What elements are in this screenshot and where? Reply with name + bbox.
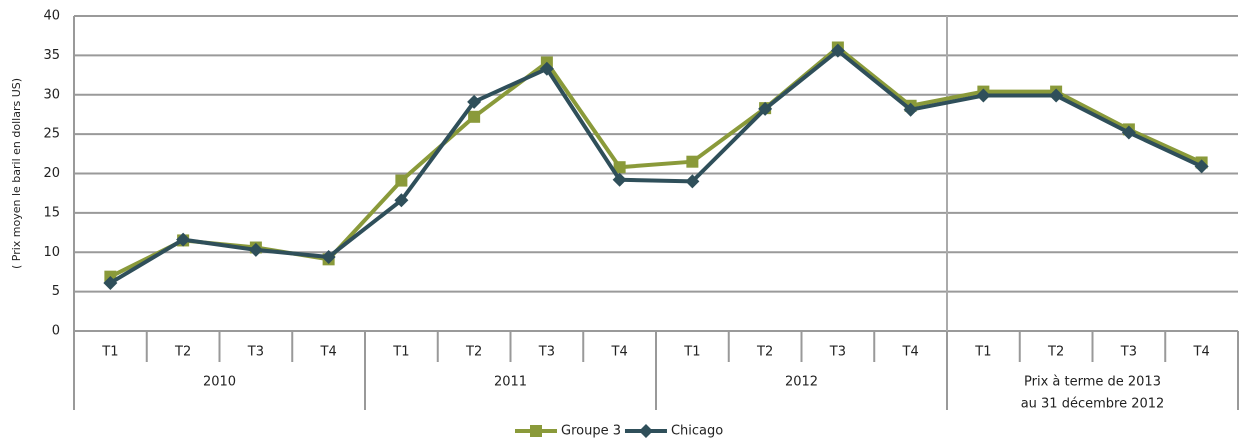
x-tick-label: T4: [611, 345, 628, 360]
x-tick-label: T3: [829, 345, 846, 360]
y-tick-label: 5: [52, 284, 60, 299]
series-line: [109, 48, 1203, 285]
y-axis-label: ( Prix moyen le baril en dollars US): [10, 78, 23, 269]
marker: [1194, 159, 1209, 174]
marker: [321, 249, 336, 264]
x-tick-label: T2: [756, 345, 773, 360]
legend-label: Chicago: [671, 424, 723, 439]
y-tick-label: 20: [43, 166, 60, 181]
marker: [1121, 125, 1136, 140]
x-tick-label: T3: [247, 345, 264, 360]
marker: [903, 102, 918, 117]
x-tick-label: T1: [683, 345, 700, 360]
marker: [467, 94, 482, 109]
marker: [1049, 88, 1064, 103]
x-tick-label: T2: [174, 345, 191, 360]
marker: [539, 61, 554, 76]
marker: [103, 275, 118, 290]
marker: [638, 424, 653, 438]
group-label: 2010: [203, 375, 236, 390]
marker: [176, 232, 191, 247]
marker: [530, 425, 542, 437]
marker: [758, 101, 773, 116]
x-tick-label: T3: [1120, 345, 1137, 360]
x-tick-label: T2: [465, 345, 482, 360]
group-label: Prix à terme de 2013: [1024, 375, 1161, 390]
y-tick-label: 10: [43, 245, 60, 260]
x-tick-label: T3: [538, 345, 555, 360]
y-tick-label: 40: [43, 9, 60, 24]
marker: [686, 155, 699, 168]
marker: [685, 174, 700, 189]
legend-label: Groupe 3: [561, 424, 621, 439]
y-tick-label: 25: [43, 127, 60, 142]
group-label: 2011: [494, 375, 527, 390]
group-label: au 31 décembre 2012: [1021, 397, 1165, 412]
series-line: [109, 45, 1203, 279]
x-tick-label: T1: [974, 345, 991, 360]
x-tick-label: T4: [320, 345, 337, 360]
x-tick-label: T2: [1047, 345, 1064, 360]
marker: [468, 110, 481, 123]
y-tick-label: 35: [43, 48, 60, 63]
y-tick-label: 30: [43, 87, 60, 102]
marker: [612, 172, 627, 187]
group-label: 2012: [785, 375, 818, 390]
marker: [613, 161, 626, 174]
marker: [248, 242, 263, 257]
x-tick-label: T1: [101, 345, 118, 360]
marker: [830, 43, 845, 58]
y-tick-label: 0: [52, 324, 60, 339]
x-tick-label: T4: [1193, 345, 1210, 360]
y-tick-label: 15: [43, 205, 60, 220]
x-tick-label: T1: [392, 345, 409, 360]
marker: [976, 88, 991, 103]
marker: [395, 174, 408, 187]
x-tick-label: T4: [902, 345, 919, 360]
marker: [394, 193, 409, 208]
